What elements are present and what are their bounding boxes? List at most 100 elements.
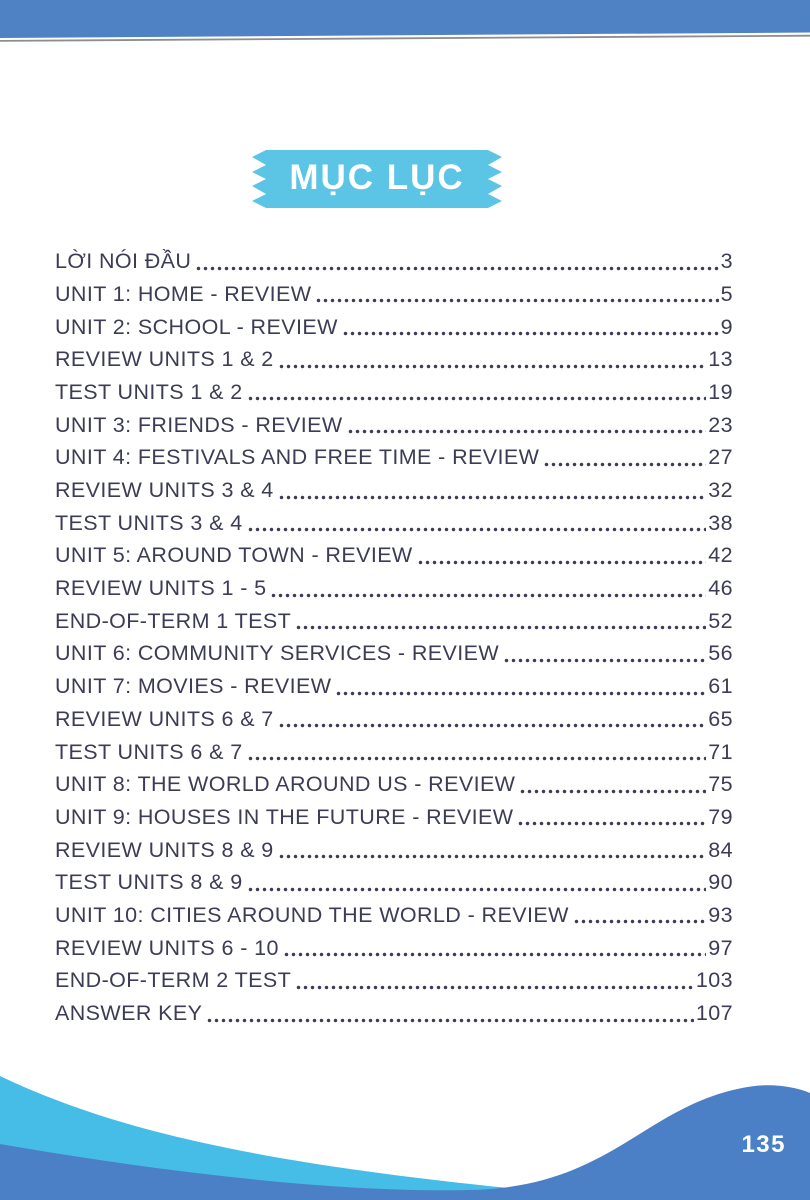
toc-entry-title: UNIT 10: CITIES AROUND THE WORLD - REVIE… — [55, 902, 569, 927]
toc-entry-page: 46 — [708, 576, 733, 601]
dot-leader — [417, 559, 707, 565]
toc-entry-title: ANSWER KEY — [55, 1001, 203, 1025]
toc-entry-title: TEST UNITS 8 & 9 — [55, 870, 243, 895]
toc-entry-title: END-OF-TERM 1 TEST — [55, 608, 292, 633]
dot-leader — [520, 788, 707, 794]
toc-entry-title: UNIT 5: AROUND TOWN - REVIEW — [55, 543, 413, 568]
toc-entry-page: 79 — [708, 804, 733, 829]
toc-entry-page: 42 — [708, 543, 733, 568]
toc-entry: END-OF-TERM 1 TEST 52 — [55, 600, 733, 633]
toc-entry: END-OF-TERM 2 TEST 103 — [55, 959, 733, 992]
toc-entry: UNIT 6: COMMUNITY SERVICES - REVIEW 56 — [55, 632, 733, 665]
page-number: 135 — [741, 1131, 786, 1158]
dot-leader — [271, 592, 707, 598]
toc-entry-title: UNIT 6: COMMUNITY SERVICES - REVIEW — [55, 641, 500, 666]
toc-entry-title: REVIEW UNITS 6 - 10 — [55, 935, 279, 960]
top-bar — [0, 0, 810, 42]
muc-luc-banner: MỤC LỤC — [252, 150, 502, 208]
dot-leader — [278, 494, 707, 500]
toc-entry: TEST UNITS 3 & 4 38 — [55, 502, 733, 535]
toc-entry: UNIT 9: HOUSES IN THE FUTURE - REVIEW 79 — [55, 796, 733, 829]
dot-leader — [283, 952, 707, 958]
toc-entry: UNIT 5: AROUND TOWN - REVIEW 42 — [55, 534, 733, 567]
toc-entry: TEST UNITS 1 & 2 19 — [55, 371, 733, 404]
toc-entry-title: REVIEW UNITS 8 & 9 — [55, 837, 274, 862]
toc-entry-page: 52 — [708, 608, 733, 633]
toc-entry: UNIT 2: SCHOOL - REVIEW 9 — [55, 305, 733, 338]
toc-entry-page: 103 — [695, 968, 733, 993]
toc-entry-page: 90 — [708, 870, 733, 895]
toc-entry-title: UNIT 4: FESTIVALS AND FREE TIME - REVIEW — [55, 445, 540, 470]
toc-entry: ANSWER KEY 107 — [55, 992, 733, 1025]
page-title: MỤC LỤC — [289, 157, 465, 197]
dot-leader — [296, 984, 694, 990]
dot-leader — [573, 919, 707, 925]
toc-entry: REVIEW UNITS 1 & 2 13 — [55, 338, 733, 371]
toc-entry-page: 56 — [708, 641, 733, 666]
dot-leader — [247, 396, 707, 402]
toc-entry: UNIT 4: FESTIVALS AND FREE TIME - REVIEW… — [55, 436, 733, 469]
toc-entry-title: REVIEW UNITS 3 & 4 — [55, 478, 274, 502]
dot-leader — [518, 821, 707, 827]
toc-entry: REVIEW UNITS 6 & 7 65 — [55, 698, 733, 731]
toc-entry-page: 61 — [708, 674, 733, 699]
toc-entry-page: 38 — [708, 510, 733, 535]
toc-entry: REVIEW UNITS 8 & 9 84 — [55, 828, 733, 861]
footer-wave-blue — [0, 1085, 810, 1200]
top-bar-fill — [0, 0, 810, 38]
toc-entry: UNIT 3: FRIENDS - REVIEW 23 — [55, 403, 733, 436]
dot-leader — [336, 690, 707, 696]
dot-leader — [278, 854, 707, 860]
toc-entry-title: END-OF-TERM 2 TEST — [55, 968, 292, 993]
toc-entry-title: REVIEW UNITS 1 - 5 — [55, 576, 267, 601]
dot-leader — [247, 756, 707, 761]
toc-entry-title: TEST UNITS 3 & 4 — [55, 510, 243, 535]
toc-entry: TEST UNITS 8 & 9 90 — [55, 861, 733, 894]
footer-waves — [0, 1076, 810, 1200]
dot-leader — [504, 657, 707, 663]
dot-leader — [544, 461, 707, 467]
dot-leader — [316, 298, 719, 304]
toc-entry-title: TEST UNITS 1 & 2 — [55, 379, 243, 404]
dot-leader — [196, 265, 719, 271]
toc-entry-page: 97 — [708, 935, 733, 960]
toc-entry-page: 3 — [720, 249, 733, 274]
toc-entry-page: 9 — [720, 314, 733, 339]
toc-entry-page: 27 — [708, 445, 733, 470]
toc-entry-title: UNIT 2: SCHOOL - REVIEW — [55, 314, 338, 339]
toc-entry: TEST UNITS 6 & 7 71 — [55, 730, 733, 763]
toc-entry-title: UNIT 9: HOUSES IN THE FUTURE - REVIEW — [55, 804, 514, 829]
dot-leader — [278, 363, 707, 369]
toc-entry: UNIT 8: THE WORLD AROUND US - REVIEW 75 — [55, 763, 733, 796]
toc-entry: REVIEW UNITS 6 - 10 97 — [55, 926, 733, 959]
dot-leader — [278, 723, 707, 729]
toc-entry: REVIEW UNITS 3 & 4 32 — [55, 469, 733, 502]
toc-entry-page: 19 — [708, 379, 733, 404]
toc-entry-title: UNIT 3: FRIENDS - REVIEW — [55, 412, 343, 437]
dot-leader — [207, 1017, 694, 1023]
toc-list: LỜI NÓI ĐẦU 3 UNIT 1: HOME - REVIEW 5 UNIT 2… — [55, 240, 733, 1025]
toc-entry: UNIT 10: CITIES AROUND THE WORLD - REVIE… — [55, 894, 733, 927]
toc-entry-title: REVIEW UNITS 1 & 2 — [55, 347, 274, 372]
toc-entry-title: UNIT 8: THE WORLD AROUND US - REVIEW — [55, 772, 516, 797]
toc-entry-title: UNIT 1: HOME - REVIEW — [55, 281, 312, 306]
toc-entry-title: REVIEW UNITS 6 & 7 — [55, 706, 274, 731]
toc-entry-page: 32 — [708, 478, 733, 502]
dot-leader — [347, 429, 707, 435]
toc-entry-title: TEST UNITS 6 & 7 — [55, 739, 243, 764]
toc-entry-page: 5 — [720, 281, 733, 306]
toc-entry-page: 65 — [708, 706, 733, 731]
top-bar-underline — [0, 34, 810, 42]
dot-leader — [247, 886, 707, 892]
toc-entry-page: 107 — [695, 1001, 733, 1025]
toc-entry: LỜI NÓI ĐẦU 3 — [55, 240, 733, 273]
toc-entry: UNIT 1: HOME - REVIEW 5 — [55, 273, 733, 306]
dot-leader — [247, 527, 707, 533]
dot-leader — [296, 625, 707, 631]
toc-entry-title: UNIT 7: MOVIES - REVIEW — [55, 674, 332, 699]
toc-entry: UNIT 7: MOVIES - REVIEW 61 — [55, 665, 733, 698]
toc-entry-page: 71 — [708, 739, 733, 764]
toc-entry: REVIEW UNITS 1 - 5 46 — [55, 567, 733, 600]
toc-entry-page: 13 — [708, 347, 733, 372]
